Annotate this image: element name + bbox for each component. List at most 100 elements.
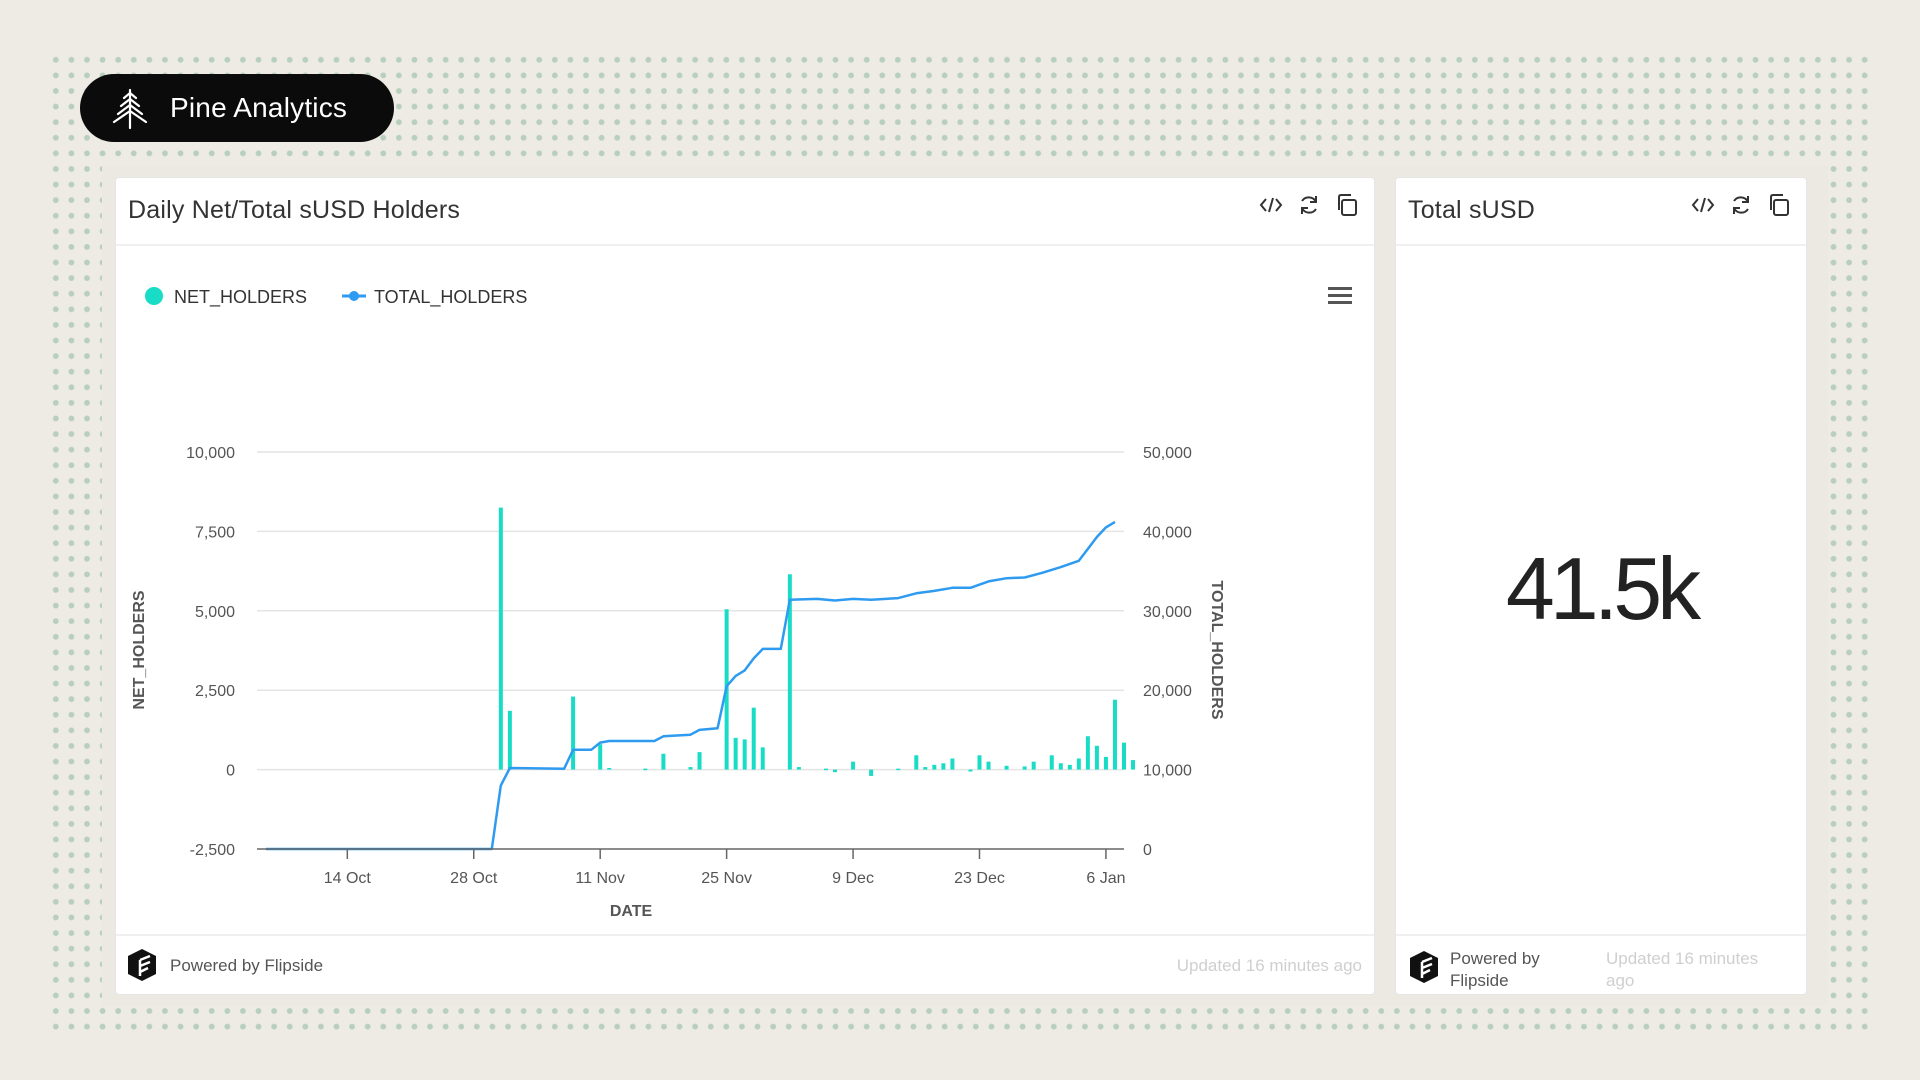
net-holders-bar[interactable] — [977, 755, 982, 770]
flipside-logo-icon — [128, 949, 156, 981]
net-holders-bar[interactable] — [823, 768, 828, 771]
net-holders-bar[interactable] — [968, 769, 973, 772]
net-holders-bar[interactable] — [1049, 755, 1054, 770]
y-tick-label: 5,000 — [195, 604, 235, 621]
net-holders-bar[interactable] — [733, 737, 738, 770]
powered-by-label[interactable]: Powered by Flipside — [1450, 949, 1540, 990]
net-holders-bar[interactable] — [1103, 756, 1108, 770]
net-holders-bar[interactable] — [1058, 763, 1063, 770]
chart-card: Daily Net/Total sUSD Holders NET_HOLDERS — [116, 178, 1374, 994]
net-holders-bar[interactable] — [869, 769, 874, 776]
net-holders-bar[interactable] — [851, 761, 856, 770]
net-holders-bar[interactable] — [571, 696, 576, 770]
y-axis-title: NET_HOLDERS — [131, 590, 148, 709]
total-holders-line — [266, 520, 1116, 851]
refresh-icon[interactable] — [1728, 192, 1754, 218]
chart-legend: NET_HOLDERS TOTAL_HOLDERS — [145, 287, 527, 308]
y2-tick-label: 0 — [1143, 842, 1152, 859]
pine-tree-icon — [112, 88, 148, 130]
net-holders-bar[interactable] — [950, 758, 955, 770]
net-holders-bar[interactable] — [598, 744, 603, 770]
net-holders-bar[interactable] — [923, 767, 928, 770]
flipside-logo-icon — [1410, 951, 1438, 983]
updated-timestamp: Updated 16 minutes ago — [1176, 956, 1362, 975]
net-holders-bar[interactable] — [607, 768, 612, 770]
chart-title: Daily Net/Total sUSD Holders — [128, 196, 461, 224]
chart-card-header: Daily Net/Total sUSD Holders — [116, 178, 1374, 246]
code-icon[interactable] — [1258, 192, 1284, 218]
net-holders-bars — [498, 507, 1136, 776]
kpi-value: 41.5k — [1505, 539, 1701, 638]
y-tick-label: 7,500 — [195, 524, 235, 541]
legend-net-holders-swatch — [145, 287, 163, 305]
chart-axis-titles: DATE NET_HOLDERS TOTAL_HOLDERS — [131, 581, 1225, 920]
brand-name: Pine Analytics — [170, 92, 348, 123]
chart-toolbar — [1258, 192, 1360, 218]
x-tick-label: 14 Oct — [324, 870, 372, 887]
net-holders-bar[interactable] — [1067, 764, 1072, 770]
net-holders-bar[interactable] — [688, 767, 693, 770]
net-holders-bar[interactable] — [697, 752, 702, 770]
y-tick-label: 2,500 — [195, 683, 235, 700]
y2-tick-label: 10,000 — [1143, 763, 1192, 780]
net-holders-bar[interactable] — [498, 507, 503, 770]
legend-total-holders-label: TOTAL_HOLDERS — [374, 287, 527, 308]
kpi-card-footer: Powered by Flipside Updated 16 minutes a… — [1396, 934, 1806, 994]
net-holders-bar[interactable] — [1122, 742, 1126, 770]
net-holders-bar[interactable] — [833, 769, 837, 773]
x-tick-label: 6 Jan — [1086, 870, 1125, 887]
net-holders-bar[interactable] — [507, 710, 512, 770]
net-holders-bar[interactable] — [1131, 760, 1136, 770]
net-holders-bar[interactable] — [796, 767, 801, 770]
kpi-title: Total sUSD — [1408, 196, 1536, 224]
net-holders-bar[interactable] — [896, 768, 901, 771]
chart-menu-icon[interactable] — [1328, 287, 1352, 304]
x-tick-label: 9 Dec — [832, 870, 874, 887]
net-holders-bar[interactable] — [1112, 699, 1117, 770]
y2-tick-label: 20,000 — [1143, 683, 1192, 700]
x-tick-label: 25 Nov — [701, 870, 752, 887]
powered-by-label[interactable]: Powered by Flipside — [170, 956, 324, 975]
legend-net-holders-label: NET_HOLDERS — [174, 287, 307, 308]
net-holders-bar[interactable] — [986, 761, 991, 770]
legend-item-net-holders[interactable]: NET_HOLDERS — [145, 287, 307, 308]
legend-total-holders-swatch — [349, 291, 359, 301]
legend-item-total-holders[interactable]: TOTAL_HOLDERS — [342, 287, 527, 308]
chart-area: NET_HOLDERS TOTAL_HOLDERS 10,000 7,500 5,0… — [131, 287, 1352, 920]
net-holders-bar[interactable] — [941, 763, 946, 770]
net-holders-bar[interactable] — [1094, 745, 1099, 770]
brand-badge: Pine Analytics — [80, 74, 394, 142]
net-holders-bar[interactable] — [914, 755, 919, 770]
net-holders-bar[interactable] — [643, 768, 648, 771]
chart-axes: 10,000 7,500 5,000 2,500 0 -2,500 50,000 40,000… — [186, 445, 1192, 887]
net-holders-bar[interactable] — [661, 753, 666, 770]
net-holders-bar[interactable] — [760, 747, 765, 770]
x-tick-label: 28 Oct — [450, 870, 498, 887]
copy-icon[interactable] — [1334, 192, 1360, 218]
copy-icon[interactable] — [1766, 192, 1792, 218]
net-holders-bar[interactable] — [787, 574, 792, 770]
net-holders-bar[interactable] — [1022, 766, 1027, 770]
net-holders-bar[interactable] — [1085, 736, 1090, 770]
net-holders-bar[interactable] — [1076, 758, 1081, 770]
x-tick-label: 11 Nov — [575, 870, 625, 887]
net-holders-bar[interactable] — [932, 764, 937, 770]
x-tick-label: 23 Dec — [954, 870, 1005, 887]
x-axis-title: DATE — [610, 903, 653, 920]
refresh-icon[interactable] — [1296, 192, 1322, 218]
total-holders-series-line[interactable] — [266, 520, 1116, 851]
net-holders-bar[interactable] — [1031, 761, 1036, 770]
y2-tick-label: 30,000 — [1143, 604, 1192, 621]
net-holders-bar[interactable] — [742, 739, 747, 770]
y2-axis-title: TOTAL_HOLDERS — [1208, 581, 1225, 720]
net-holders-bar[interactable] — [751, 707, 756, 770]
kpi-toolbar — [1690, 192, 1792, 218]
y2-tick-label: 50,000 — [1143, 445, 1192, 462]
updated-timestamp: Updated 16 minutes ago — [1606, 949, 1759, 990]
y2-tick-label: 40,000 — [1143, 524, 1192, 541]
net-holders-bar[interactable] — [1004, 765, 1009, 770]
code-icon[interactable] — [1690, 192, 1716, 218]
y-tick-label: 10,000 — [186, 445, 235, 462]
chart-gridlines — [257, 451, 1124, 771]
y-tick-label: 0 — [226, 763, 235, 780]
